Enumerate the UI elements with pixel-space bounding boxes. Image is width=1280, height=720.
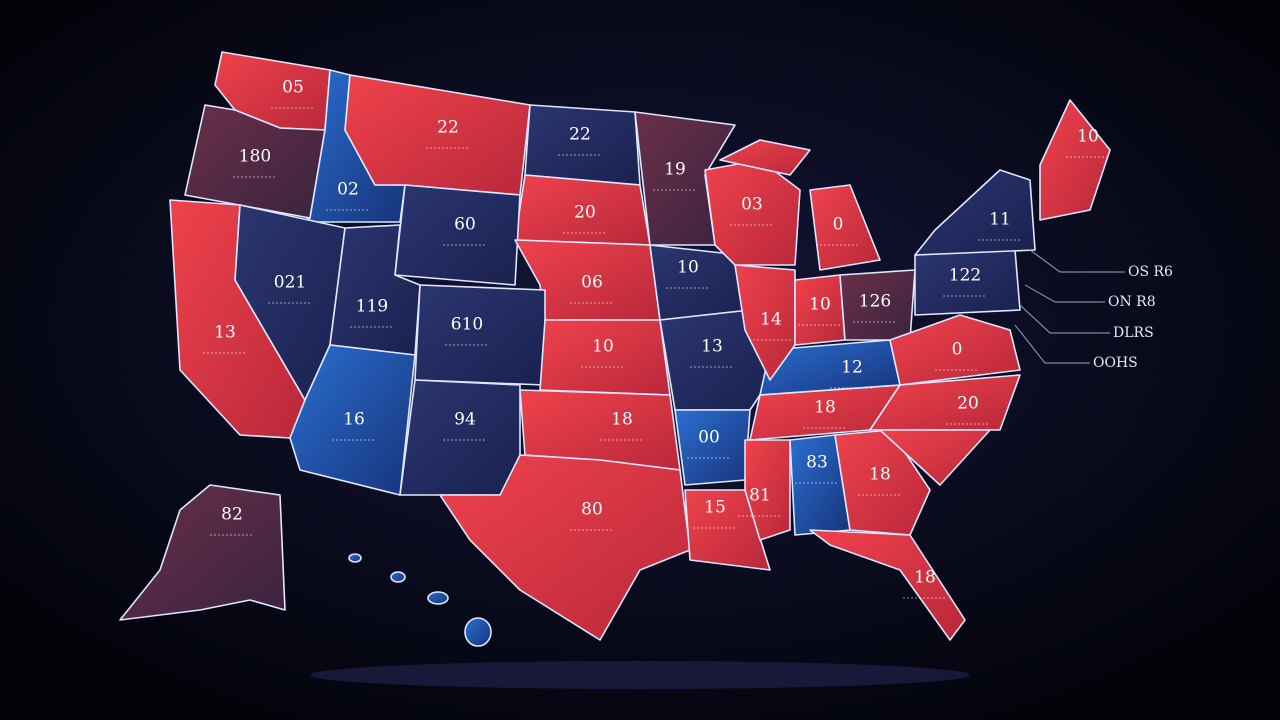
callout-label: OS R6 bbox=[1128, 264, 1173, 280]
state-label: 20 bbox=[957, 394, 979, 414]
state-label: 18 bbox=[914, 568, 936, 588]
island bbox=[348, 553, 362, 563]
callout-line bbox=[1014, 324, 1090, 364]
state-label: 11 bbox=[989, 210, 1011, 230]
state-label: 13 bbox=[214, 323, 236, 343]
state bbox=[1039, 99, 1111, 221]
state-label: 0 bbox=[833, 215, 844, 235]
state bbox=[914, 169, 1036, 256]
state-label: 18 bbox=[611, 410, 633, 430]
state-label: 83 bbox=[806, 453, 828, 473]
state bbox=[289, 344, 416, 496]
callout-label: OOHS bbox=[1093, 355, 1138, 371]
state bbox=[524, 104, 641, 186]
state-label: 15 bbox=[704, 498, 726, 518]
island bbox=[427, 591, 449, 605]
state-label: 13 bbox=[701, 337, 723, 357]
state-label: 18 bbox=[869, 465, 891, 485]
state-label: 10 bbox=[592, 337, 614, 357]
callout-line bbox=[1024, 284, 1105, 303]
state bbox=[394, 184, 521, 286]
island bbox=[390, 571, 406, 583]
callout-label: DLRS bbox=[1113, 325, 1154, 341]
state bbox=[889, 314, 1021, 386]
state-label: 0 bbox=[952, 340, 963, 360]
state-label: 18 bbox=[814, 398, 836, 418]
state-label: 119 bbox=[356, 297, 388, 317]
state-label: 06 bbox=[581, 273, 603, 293]
callout-label: ON R8 bbox=[1108, 294, 1156, 310]
glow bbox=[310, 661, 970, 689]
state bbox=[439, 454, 691, 641]
state-label: 16 bbox=[343, 410, 365, 430]
state bbox=[744, 439, 791, 541]
island bbox=[464, 617, 492, 647]
state-label: 00 bbox=[698, 428, 720, 448]
state-label: 94 bbox=[454, 410, 476, 430]
state-label: 60 bbox=[454, 215, 476, 235]
state bbox=[684, 489, 771, 571]
state-label: 12 bbox=[841, 358, 863, 378]
states bbox=[119, 51, 1111, 647]
state-label: 03 bbox=[741, 195, 763, 215]
state bbox=[674, 409, 751, 486]
state-label: 80 bbox=[581, 500, 603, 520]
state bbox=[719, 139, 811, 176]
state-label: 22 bbox=[437, 118, 459, 138]
state bbox=[879, 429, 991, 486]
state bbox=[809, 529, 966, 641]
state-label: 14 bbox=[760, 310, 782, 330]
state-label: 05 bbox=[282, 78, 304, 98]
state-label: 126 bbox=[859, 292, 891, 312]
callout-line bbox=[1029, 249, 1125, 273]
state-label: 10 bbox=[677, 258, 699, 278]
state bbox=[414, 284, 546, 386]
state bbox=[119, 484, 286, 621]
state bbox=[539, 319, 671, 396]
state bbox=[399, 379, 521, 496]
state-label: 180 bbox=[239, 147, 271, 167]
state-label: 81 bbox=[749, 486, 771, 506]
state-label: 10 bbox=[1077, 127, 1099, 147]
state bbox=[869, 374, 1021, 431]
state-label: 20 bbox=[574, 203, 596, 223]
state bbox=[809, 184, 881, 271]
callout-line bbox=[1019, 304, 1110, 334]
state-label: 82 bbox=[221, 505, 243, 525]
state-label: 02 bbox=[337, 180, 359, 200]
state-label: 22 bbox=[569, 125, 591, 145]
state-label: 10 bbox=[809, 295, 831, 315]
state-label: 610 bbox=[451, 315, 483, 335]
state-label: 19 bbox=[664, 160, 686, 180]
state bbox=[734, 264, 796, 381]
state-label: 122 bbox=[949, 266, 981, 286]
state-label: 021 bbox=[274, 273, 306, 293]
callout-lines bbox=[1014, 249, 1125, 364]
